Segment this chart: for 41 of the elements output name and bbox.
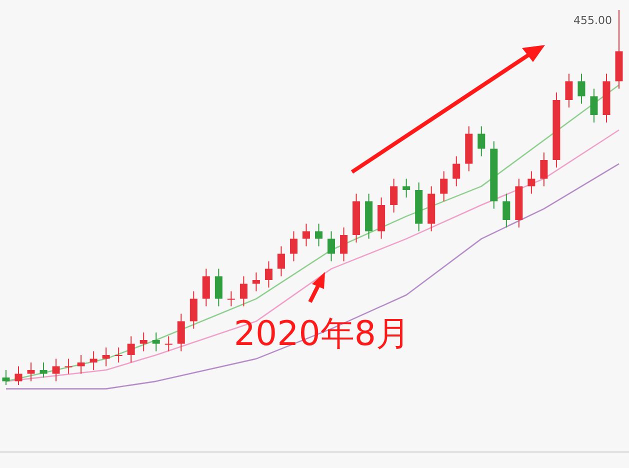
- candlestick: [340, 227, 348, 262]
- candlestick: [114, 347, 122, 363]
- candlestick: [390, 178, 398, 213]
- candlestick: [102, 347, 110, 367]
- candlestick: [90, 350, 98, 370]
- candlestick: [14, 366, 22, 386]
- candlestick: [565, 73, 573, 108]
- candlestick: [27, 362, 35, 382]
- candlestick: [302, 223, 310, 247]
- candlestick: [315, 223, 323, 247]
- candlestick: [164, 336, 172, 352]
- candlestick: [152, 332, 160, 352]
- annotation: 2020年8月: [234, 314, 410, 354]
- candlestick: [528, 170, 536, 194]
- candlestick: [2, 370, 10, 386]
- candlestick: [478, 126, 486, 157]
- candlestick: [402, 178, 410, 198]
- candlestick: [578, 73, 586, 104]
- candlestick: [264, 260, 272, 288]
- candlestick: [77, 354, 85, 374]
- candlestick: [240, 276, 248, 307]
- candlestick: [64, 358, 72, 374]
- candlestick: [590, 88, 598, 123]
- candlestick: [540, 152, 548, 187]
- candlestick: [214, 268, 222, 307]
- candlestick: [452, 156, 460, 187]
- candlestick: [328, 230, 336, 262]
- candlestick: [502, 193, 510, 228]
- candlestick: [52, 358, 60, 382]
- candlestick: [277, 246, 285, 277]
- candlestick: [40, 362, 48, 378]
- candlestick: [177, 313, 185, 352]
- candlestick: [190, 290, 198, 330]
- candlestick: [440, 170, 448, 202]
- candlestick: [290, 230, 298, 262]
- candlestick: [227, 290, 235, 307]
- candlestick: [127, 336, 135, 363]
- annotation: 455.00: [574, 14, 612, 27]
- candlestick: [202, 268, 210, 307]
- candlestick: [140, 332, 148, 352]
- candlestick: [252, 272, 260, 292]
